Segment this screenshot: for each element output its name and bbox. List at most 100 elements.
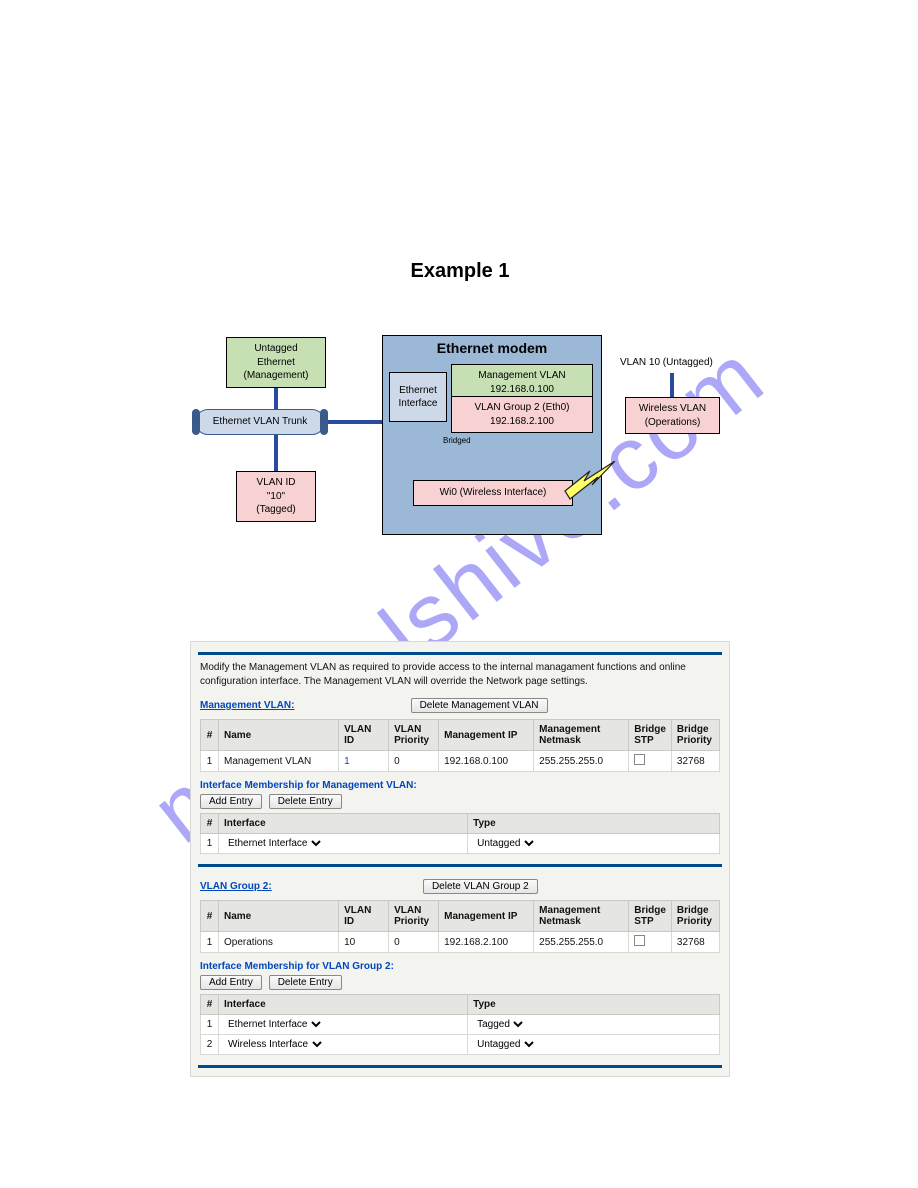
col-vlanid: VLAN ID bbox=[339, 901, 389, 932]
cell: 1 bbox=[201, 1015, 219, 1035]
iface-select[interactable]: Ethernet Interface bbox=[224, 1018, 324, 1031]
label: Ethernet VLAN Trunk bbox=[213, 416, 308, 427]
type-select[interactable]: Untagged bbox=[473, 837, 537, 850]
add-entry-button[interactable]: Add Entry bbox=[200, 794, 262, 809]
col-iface: Interface bbox=[219, 995, 468, 1015]
label: (Tagged) bbox=[245, 503, 307, 517]
label: Ethernet bbox=[235, 356, 317, 370]
label: VLAN Group 2 (Eth0) bbox=[460, 401, 584, 415]
label: 192.168.2.100 bbox=[460, 415, 584, 429]
connector bbox=[274, 385, 278, 409]
iface-select[interactable]: Wireless Interface bbox=[224, 1038, 325, 1051]
col-mask: Management Netmask bbox=[534, 901, 629, 932]
cell: Ethernet Interface bbox=[219, 1015, 468, 1035]
untagged-eth-box: Untagged Ethernet (Management) bbox=[226, 337, 326, 388]
vlan10-label: VLAN 10 (Untagged) bbox=[620, 357, 713, 368]
table-row: 1 Management VLAN 1 0 192.168.0.100 255.… bbox=[201, 751, 720, 772]
eth-interface-box: Ethernet Interface bbox=[389, 372, 447, 422]
mgmt-if-table: # Interface Type 1 Ethernet Interface Un… bbox=[200, 813, 720, 854]
cell: 255.255.255.0 bbox=[534, 751, 629, 772]
label: Wireless VLAN bbox=[634, 402, 711, 416]
intro-text: Modify the Management VLAN as required t… bbox=[200, 661, 720, 688]
label: 192.168.0.100 bbox=[460, 383, 584, 397]
label: Management VLAN bbox=[460, 369, 584, 383]
cell bbox=[629, 932, 672, 953]
cell: 255.255.255.0 bbox=[534, 932, 629, 953]
delete-entry-button[interactable]: Delete Entry bbox=[269, 794, 342, 809]
cell: 0 bbox=[389, 932, 439, 953]
cell: 0 bbox=[389, 751, 439, 772]
connector bbox=[324, 420, 386, 424]
table-row: 1 Ethernet Interface Tagged bbox=[201, 1015, 720, 1035]
vlan-id-box: VLAN ID "10" (Tagged) bbox=[236, 471, 316, 522]
col-vlanid: VLAN ID bbox=[339, 720, 389, 751]
col-ip: Management IP bbox=[439, 901, 534, 932]
stp-checkbox[interactable] bbox=[634, 754, 645, 765]
ethernet-modem: Ethernet modem Ethernet Interface Manage… bbox=[382, 335, 602, 535]
modem-title: Ethernet modem bbox=[383, 336, 601, 362]
cell: Operations bbox=[219, 932, 339, 953]
cell: 1 bbox=[339, 751, 389, 772]
col-num: # bbox=[201, 901, 219, 932]
label: Wi0 (Wireless Interface) bbox=[422, 486, 564, 500]
vlan-group2-link[interactable]: VLAN Group 2: bbox=[200, 881, 423, 892]
add-entry-button[interactable]: Add Entry bbox=[200, 975, 262, 990]
connector bbox=[670, 373, 674, 397]
grp2-if-title: Interface Membership for VLAN Group 2: bbox=[200, 961, 720, 972]
cell: 192.168.0.100 bbox=[439, 751, 534, 772]
cell: Wireless Interface bbox=[219, 1035, 468, 1055]
mgmt-if-title: Interface Membership for Management VLAN… bbox=[200, 780, 720, 791]
col-type: Type bbox=[468, 995, 720, 1015]
cell: 2 bbox=[201, 1035, 219, 1055]
cell: Untagged bbox=[468, 1035, 720, 1055]
label: "10" bbox=[245, 490, 307, 504]
cell: 192.168.2.100 bbox=[439, 932, 534, 953]
divider bbox=[198, 652, 722, 655]
delete-entry-button[interactable]: Delete Entry bbox=[269, 975, 342, 990]
col-mask: Management Netmask bbox=[534, 720, 629, 751]
cell: 32768 bbox=[671, 932, 719, 953]
wi0-box: Wi0 (Wireless Interface) bbox=[413, 480, 573, 506]
label: Interface bbox=[398, 397, 438, 411]
cell: Management VLAN bbox=[219, 751, 339, 772]
type-select[interactable]: Tagged bbox=[473, 1018, 526, 1031]
delete-vlan-group2-button[interactable]: Delete VLAN Group 2 bbox=[423, 879, 538, 894]
col-bp: Bridge Priority bbox=[671, 901, 719, 932]
cell: 1 bbox=[201, 932, 219, 953]
connector bbox=[274, 435, 278, 473]
grp2-if-table: # Interface Type 1 Ethernet Interface Ta… bbox=[200, 994, 720, 1055]
table-row: 1 Operations 10 0 192.168.2.100 255.255.… bbox=[201, 932, 720, 953]
cell: Untagged bbox=[468, 834, 720, 854]
cell: Tagged bbox=[468, 1015, 720, 1035]
label: VLAN ID bbox=[245, 476, 307, 490]
config-panel: Modify the Management VLAN as required t… bbox=[190, 641, 730, 1077]
label: Ethernet bbox=[398, 384, 438, 398]
delete-mgmt-vlan-button[interactable]: Delete Management VLAN bbox=[411, 698, 548, 713]
cell: 10 bbox=[339, 932, 389, 953]
col-name: Name bbox=[219, 901, 339, 932]
divider bbox=[198, 1065, 722, 1068]
table-row: 2 Wireless Interface Untagged bbox=[201, 1035, 720, 1055]
type-select[interactable]: Untagged bbox=[473, 1038, 537, 1051]
cell bbox=[629, 751, 672, 772]
bridged-label: Bridged bbox=[443, 436, 471, 445]
col-type: Type bbox=[468, 814, 720, 834]
col-iface: Interface bbox=[219, 814, 468, 834]
col-stp: Bridge STP bbox=[629, 901, 672, 932]
table-row: 1 Ethernet Interface Untagged bbox=[201, 834, 720, 854]
cell: 32768 bbox=[671, 751, 719, 772]
col-prio: VLAN Priority bbox=[389, 720, 439, 751]
col-prio: VLAN Priority bbox=[389, 901, 439, 932]
mgmt-vlan-link[interactable]: Management VLAN: bbox=[200, 700, 411, 711]
network-diagram: Untagged Ethernet (Management) Ethernet … bbox=[190, 301, 730, 551]
vlan-group2-box: VLAN Group 2 (Eth0) 192.168.2.100 bbox=[451, 396, 593, 433]
label: (Management) bbox=[235, 369, 317, 383]
col-ip: Management IP bbox=[439, 720, 534, 751]
cell: 1 bbox=[201, 751, 219, 772]
stp-checkbox[interactable] bbox=[634, 935, 645, 946]
label: Untagged bbox=[235, 342, 317, 356]
example-title: Example 1 bbox=[190, 260, 730, 283]
label: (Operations) bbox=[634, 416, 711, 430]
iface-select[interactable]: Ethernet Interface bbox=[224, 837, 324, 850]
col-num: # bbox=[201, 720, 219, 751]
